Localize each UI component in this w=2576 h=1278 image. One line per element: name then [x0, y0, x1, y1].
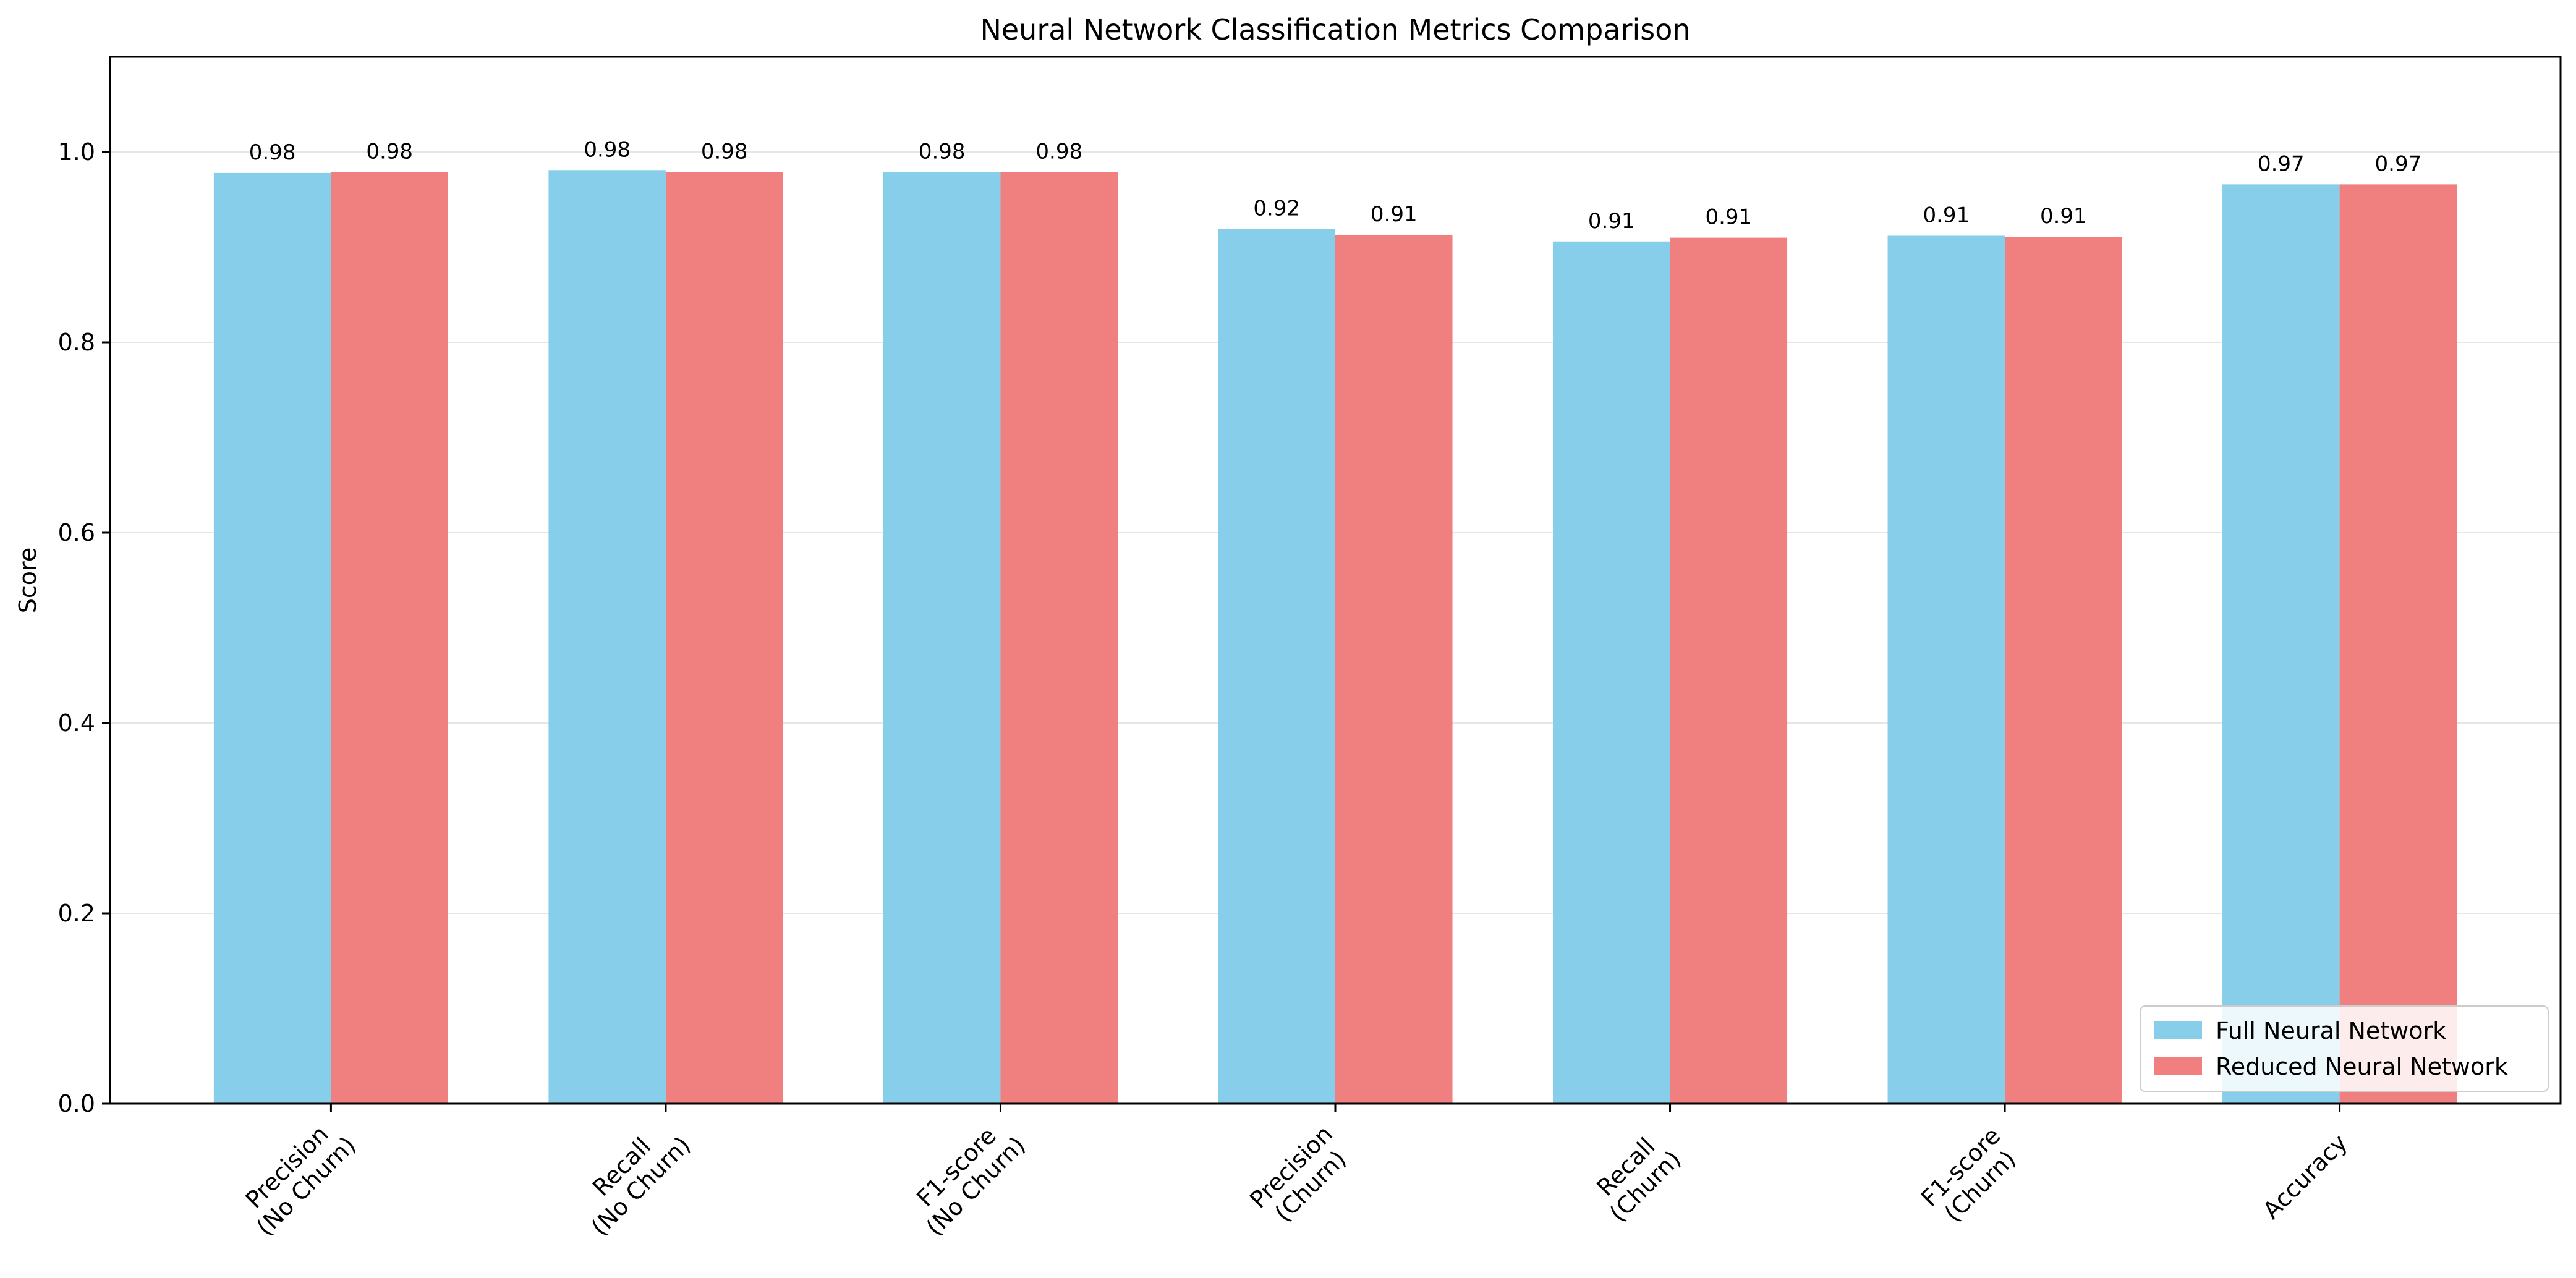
bar-reduced-neural-network: [2005, 237, 2122, 1104]
x-tick-label: F1-score(Churn): [1916, 1122, 2025, 1231]
svg-text:F1-score(Churn): F1-score(Churn): [1916, 1122, 2025, 1231]
svg-text:F1-score(No Churn): F1-score(No Churn): [901, 1112, 1031, 1241]
x-axis: Precision(No Churn) Recall(No Churn) F1-sc…: [232, 1104, 2353, 1242]
bar-value-label: 0.98: [584, 137, 631, 162]
y-tick-label: 0.0: [58, 1090, 95, 1117]
y-tick-label: 0.8: [58, 329, 95, 356]
bar-value-label: 0.91: [1923, 203, 1970, 228]
bar-value-label: 0.92: [1253, 197, 1300, 221]
legend-swatch: [2154, 1057, 2202, 1075]
svg-text:Recall(Churn): Recall(Churn): [1585, 1126, 1686, 1227]
legend: Full Neural Network Reduced Neural Networ…: [2140, 1005, 2549, 1092]
bar-reduced-neural-network: [665, 172, 783, 1104]
bar-reduced-neural-network: [1335, 234, 1453, 1104]
bar-full-neural-network: [2222, 184, 2340, 1104]
bar-full-neural-network: [213, 172, 331, 1104]
y-tick-label: 0.2: [58, 900, 95, 927]
x-tick-label: F1-score(No Churn): [901, 1112, 1031, 1241]
y-axis: 0.0 0.2 0.4 0.6 0.8 1.0: [58, 138, 110, 1117]
y-axis-label: Score: [14, 548, 41, 613]
legend-box: [2140, 1005, 2549, 1092]
x-tick-label: Recall(Churn): [1585, 1126, 1686, 1227]
svg-text:Precision(No Churn): Precision(No Churn): [232, 1112, 361, 1241]
bar-full-neural-network: [1552, 241, 1670, 1104]
bar-value-label: 0.97: [2375, 151, 2422, 176]
bar-reduced-neural-network: [1000, 172, 1118, 1104]
chart-title: Neural Network Classification Metrics Co…: [980, 13, 1690, 46]
bar-full-neural-network: [1887, 235, 2005, 1104]
bar-reduced-neural-network: [2339, 184, 2457, 1104]
svg-text:Accuracy: Accuracy: [2258, 1129, 2353, 1224]
x-tick-label: Accuracy: [2258, 1129, 2353, 1224]
bar-value-label: 0.98: [366, 139, 413, 164]
x-tick-label: Precision(Churn): [1244, 1120, 1357, 1233]
bar-reduced-neural-network: [331, 172, 448, 1104]
svg-text:Recall(No Churn): Recall(No Churn): [567, 1112, 696, 1241]
bar-value-label: 0.91: [1371, 202, 1418, 227]
bar-value-label: 0.98: [701, 139, 748, 164]
bar-value-label: 0.98: [1035, 139, 1082, 164]
bar-value-label: 0.91: [1588, 209, 1635, 234]
bars-layer: [213, 170, 2457, 1104]
bar-full-neural-network: [1218, 229, 1335, 1104]
bar-reduced-neural-network: [1670, 237, 1788, 1104]
y-tick-label: 0.4: [58, 709, 95, 737]
bar-full-neural-network: [883, 172, 1001, 1104]
legend-swatch: [2154, 1021, 2202, 1039]
legend-entry-label: Full Neural Network: [2216, 1017, 2446, 1044]
x-tick-label: Precision(No Churn): [232, 1112, 361, 1241]
y-tick-label: 1.0: [58, 138, 95, 166]
bar-full-neural-network: [548, 170, 666, 1104]
x-tick-label: Recall(No Churn): [567, 1112, 696, 1242]
bar-value-label: 0.91: [1705, 205, 1752, 230]
bar-value-label: 0.98: [249, 140, 296, 165]
bar-value-label: 0.91: [2040, 204, 2087, 229]
legend-entry-label: Reduced Neural Network: [2216, 1053, 2508, 1080]
svg-text:Precision(Churn): Precision(Churn): [1244, 1120, 1357, 1233]
value-labels-layer: 0.98 0.98 0.98 0.92 0.91 0.91 0.97 0.98 0.98 0.98…: [249, 137, 2421, 234]
bar-value-label: 0.98: [919, 139, 966, 164]
y-tick-label: 0.6: [58, 519, 95, 546]
bar-value-label: 0.97: [2258, 151, 2305, 176]
